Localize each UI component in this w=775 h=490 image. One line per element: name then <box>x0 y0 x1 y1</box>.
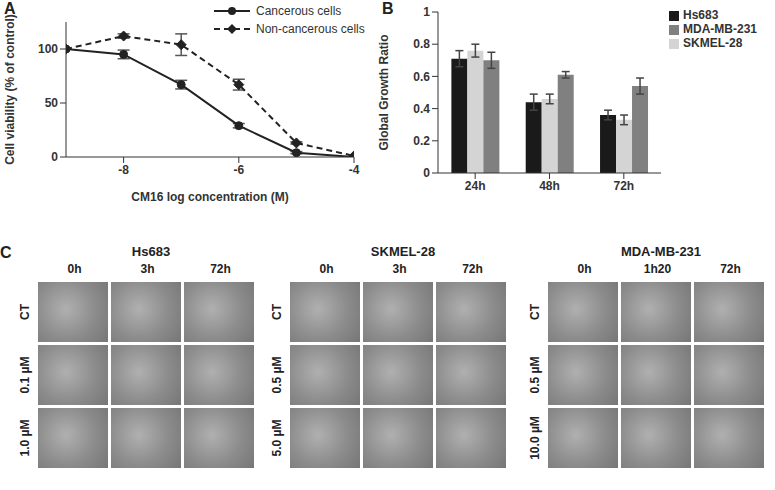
html-text:72h: 72h <box>210 262 231 276</box>
html-text:10.0 µM: 10.0 µM <box>528 415 542 460</box>
svg-text:0: 0 <box>423 166 430 180</box>
html-text:3h: 3h <box>140 262 155 276</box>
svg-text:-6: -6 <box>233 163 244 177</box>
html-text:0h: 0h <box>319 262 334 276</box>
svg-text:Global Growth Ratio: Global Growth Ratio <box>378 35 391 151</box>
html-text:CT: CT <box>270 303 284 320</box>
svg-text:CM16 log concentration (M): CM16 log concentration (M) <box>131 190 288 204</box>
html-text:0.1 µM: 0.1 µM <box>18 356 32 393</box>
html-text:B: B <box>382 0 394 17</box>
html-text:0.5 µM: 0.5 µM <box>528 356 542 393</box>
html-text:5.0 µM: 5.0 µM <box>270 419 284 456</box>
svg-text:0: 0 <box>51 150 58 164</box>
svg-text:72h: 72h <box>613 179 634 193</box>
html-text:MDA-MB-231: MDA-MB-231 <box>683 22 757 36</box>
svg-text:100: 100 <box>38 42 58 56</box>
html-text:Hs683: Hs683 <box>131 244 171 259</box>
svg-text:-8: -8 <box>118 163 129 177</box>
svg-text:0.6: 0.6 <box>413 70 430 84</box>
html-text:72h: 72h <box>462 262 483 276</box>
html-text:0h: 0h <box>577 262 592 276</box>
html-text:0h: 0h <box>67 262 82 276</box>
html-text:CT: CT <box>18 303 32 320</box>
svg-text:1: 1 <box>423 5 430 19</box>
svg-text:24h: 24h <box>465 179 486 193</box>
svg-text:48h: 48h <box>539 179 560 193</box>
svg-text:0.8: 0.8 <box>413 37 430 51</box>
html-text:SKMEL-28: SKMEL-28 <box>370 244 436 259</box>
svg-text:50: 50 <box>45 96 59 110</box>
svg-text:0.4: 0.4 <box>413 102 430 116</box>
html-text:C: C <box>0 244 12 261</box>
html-text:1.0 µM: 1.0 µM <box>18 419 32 456</box>
html-text:SKMEL-28: SKMEL-28 <box>683 36 743 50</box>
html-text:Non-cancerous cells: Non-cancerous cells <box>256 22 365 36</box>
html-text:Cancerous cells: Cancerous cells <box>256 4 342 18</box>
html-text:0.5 µM: 0.5 µM <box>270 356 284 393</box>
html-text:3h: 3h <box>392 262 407 276</box>
html-text:CT: CT <box>528 303 542 320</box>
html-text:1h20: 1h20 <box>643 262 672 276</box>
html-text:A: A <box>4 0 16 17</box>
svg-text:Cell viability (% of control): Cell viability (% of control) <box>8 14 17 165</box>
svg-text:0.2: 0.2 <box>413 134 430 148</box>
html-text:MDA-MB-231: MDA-MB-231 <box>620 244 702 259</box>
svg-text:-4: -4 <box>349 163 360 177</box>
html-text:Hs683: Hs683 <box>683 8 719 22</box>
html-text:72h: 72h <box>720 262 741 276</box>
